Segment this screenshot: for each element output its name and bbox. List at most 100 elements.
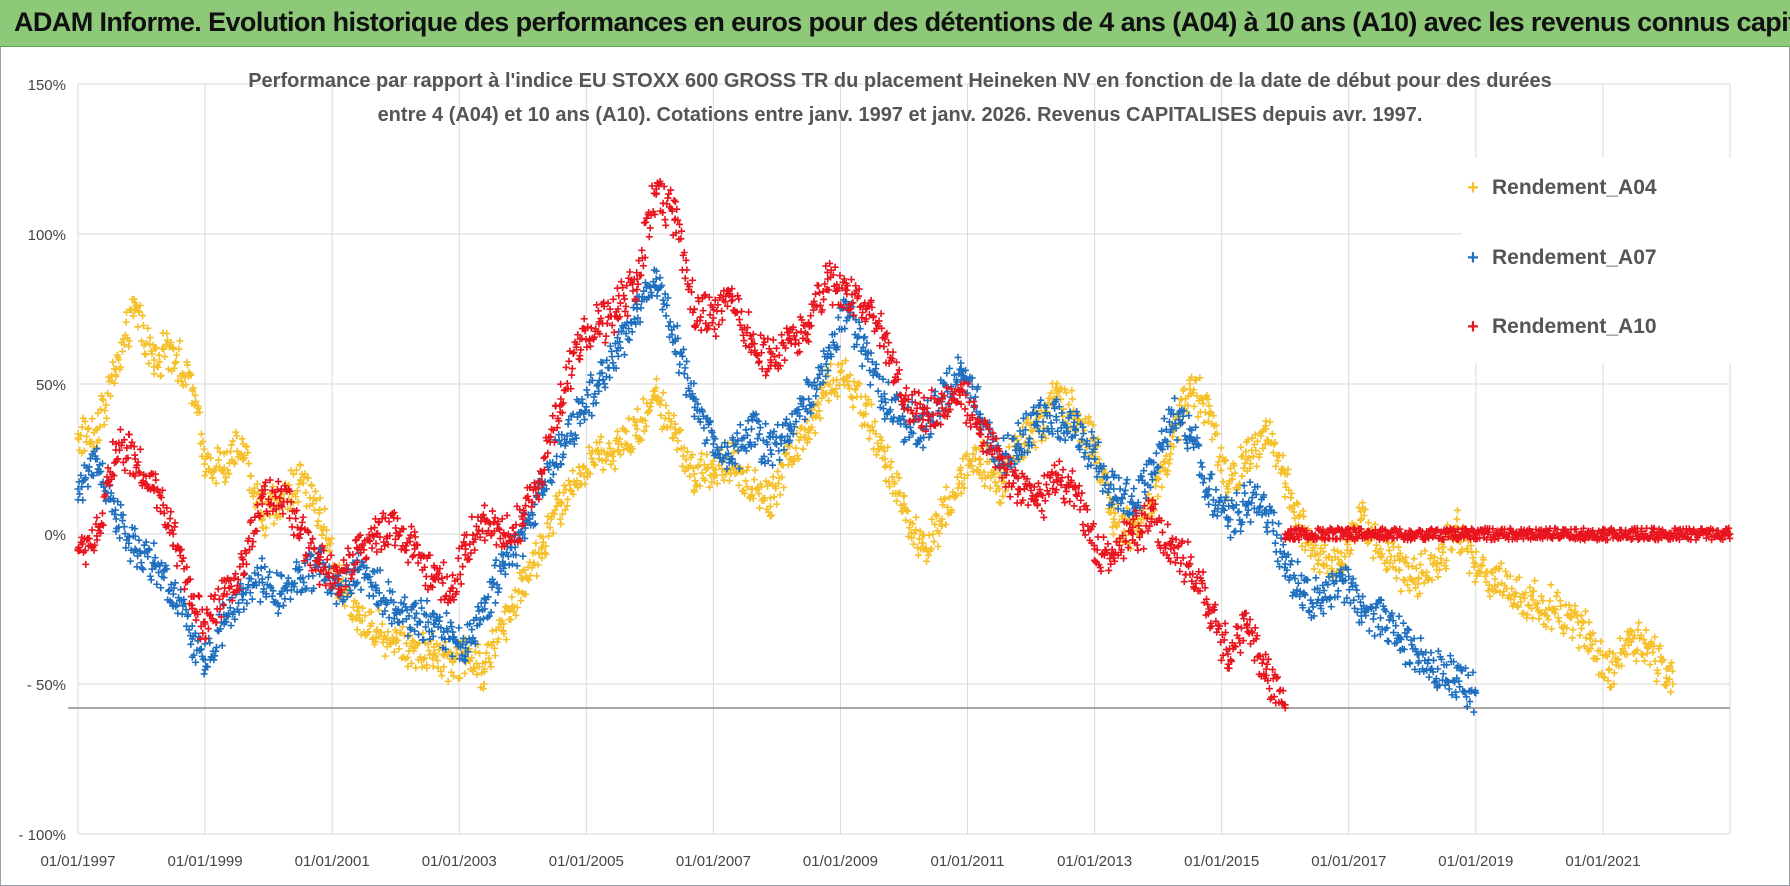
data-point [1148,476,1156,484]
data-point [395,618,403,626]
data-point [1065,401,1073,409]
data-point [868,423,876,431]
data-point [602,373,610,381]
data-point [690,412,698,420]
data-point [633,286,641,294]
data-point [886,483,894,491]
data-point [516,506,524,514]
data-point [1268,430,1276,438]
data-point [903,506,911,514]
data-point [686,472,694,480]
data-point [772,484,780,492]
data-point [471,648,479,656]
data-point [1589,629,1597,637]
data-point [1163,470,1171,478]
data-point [715,321,723,329]
data-point [782,450,790,458]
data-point [116,363,124,371]
data-point [583,386,591,394]
data-point [1529,596,1537,604]
data-point [1213,512,1221,520]
data-point [616,435,624,443]
data-point [206,639,214,647]
data-point [1325,573,1333,581]
data-point [1247,460,1255,468]
data-point [1396,549,1404,557]
data-point [612,364,620,372]
data-point [1376,630,1384,638]
data-point [858,362,866,370]
data-point [447,584,455,592]
data-point [944,503,952,511]
data-point [1618,662,1626,670]
data-point [591,461,599,469]
data-point [1209,496,1217,504]
data-point [481,501,489,509]
data-point [1085,455,1093,463]
data-point [147,576,155,584]
data-point [1209,412,1217,420]
data-point [1477,562,1485,570]
data-point [1544,616,1552,624]
data-point [1512,589,1520,597]
data-point [1505,591,1513,599]
data-point [803,439,811,447]
data-point [722,470,730,478]
data-point [594,307,602,315]
data-point [1107,508,1115,516]
data-point [1299,604,1307,612]
data-point [1582,607,1590,615]
data-point [1480,556,1488,564]
data-point [124,454,132,462]
data-point [1195,442,1203,450]
data-point [1270,509,1278,517]
data-point [1314,584,1322,592]
data-point [295,480,303,488]
data-point [296,461,304,469]
data-point [602,332,610,340]
data-point [1401,576,1409,584]
data-point [568,365,576,373]
data-point [274,609,282,617]
data-point [708,429,716,437]
data-point [1430,656,1438,664]
data-point [1045,490,1053,498]
data-point [1598,669,1606,677]
data-point [1637,631,1645,639]
data-point [992,487,1000,495]
data-point [1392,574,1400,582]
data-point [762,371,770,379]
data-point [525,576,533,584]
data-point [547,433,555,441]
data-point [620,292,628,300]
data-point [1203,391,1211,399]
data-point [736,463,744,471]
data-point [559,510,567,518]
data-point [1358,618,1366,626]
data-point [568,435,576,443]
data-point [929,530,937,538]
data-point [751,466,759,474]
data-point [415,617,423,625]
data-point [148,350,156,358]
data-point [1328,570,1336,578]
data-point [614,352,622,360]
data-point [335,575,343,583]
data-point [1353,586,1361,594]
data-point [290,470,298,478]
data-point [526,571,534,579]
data-point [1462,664,1470,672]
data-point [1403,633,1411,641]
data-point [150,356,158,364]
data-point [269,587,277,595]
data-point [126,557,134,565]
data-point [1224,488,1232,496]
data-point [676,220,684,228]
data-point [513,603,521,611]
data-point [676,360,684,368]
data-point [1200,419,1208,427]
data-point [1172,424,1180,432]
data-point [1061,499,1069,507]
data-point [1190,443,1198,451]
